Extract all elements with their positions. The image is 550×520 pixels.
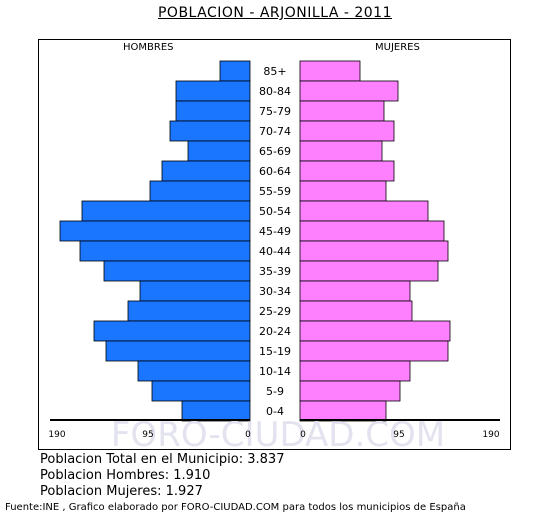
age-label-50-54: 50-54 <box>259 205 291 218</box>
bar-mujeres-25-29 <box>299 300 413 322</box>
bar-mujeres-75-79 <box>299 100 385 122</box>
chart-title: POBLACION - ARJONILLA - 2011 <box>157 5 392 21</box>
tick-right-0: 0 <box>300 430 306 440</box>
left-series-label: HOMBRES <box>123 42 174 53</box>
bar-mujeres-85+ <box>299 60 361 82</box>
bar-hombres-50-54 <box>81 200 251 222</box>
age-label-30-34: 30-34 <box>259 285 291 298</box>
tick-right-95: 95 <box>393 430 404 440</box>
bar-hombres-70-74 <box>169 120 251 142</box>
bar-mujeres-5-9 <box>299 380 401 402</box>
tick-left-95: 95 <box>142 430 153 440</box>
bar-mujeres-65-69 <box>299 140 383 162</box>
tick-right-190: 190 <box>482 430 499 440</box>
age-label-25-29: 25-29 <box>259 305 291 318</box>
age-label-75-79: 75-79 <box>259 105 291 118</box>
bar-hombres-45-49 <box>59 220 251 242</box>
age-label-20-24: 20-24 <box>259 325 291 338</box>
bar-hombres-35-39 <box>103 260 251 282</box>
age-label-5-9: 5-9 <box>266 385 284 398</box>
age-label-0-4: 0-4 <box>266 405 284 418</box>
bar-hombres-10-14 <box>137 360 251 382</box>
bar-mujeres-10-14 <box>299 360 411 382</box>
age-label-85+: 85+ <box>263 65 286 78</box>
bar-hombres-40-44 <box>79 240 251 262</box>
bar-mujeres-45-49 <box>299 220 445 242</box>
bar-hombres-85+ <box>219 60 251 82</box>
tick-left-190: 190 <box>48 430 65 440</box>
age-label-35-39: 35-39 <box>259 265 291 278</box>
age-label-80-84: 80-84 <box>259 85 291 98</box>
bar-hombres-75-79 <box>175 100 251 122</box>
age-label-70-74: 70-74 <box>259 125 291 138</box>
right-series-label: MUJERES <box>375 42 420 53</box>
bar-hombres-15-19 <box>105 340 251 362</box>
bar-mujeres-50-54 <box>299 200 429 222</box>
stat-mujeres: Poblacion Mujeres: 1.927 <box>40 484 203 499</box>
bar-mujeres-70-74 <box>299 120 395 142</box>
age-label-45-49: 45-49 <box>259 225 291 238</box>
stat-hombres: Poblacion Hombres: 1.910 <box>40 468 211 483</box>
age-label-15-19: 15-19 <box>259 345 291 358</box>
bar-hombres-20-24 <box>93 320 251 342</box>
source-footer: Fuente:INE , Grafico elaborado por FORO-… <box>5 502 466 513</box>
stat-total: Poblacion Total en el Municipio: 3.837 <box>40 452 285 467</box>
bar-mujeres-30-34 <box>299 280 411 302</box>
watermark: FORO-CIUDAD.COM <box>111 415 445 455</box>
bar-mujeres-60-64 <box>299 160 395 182</box>
bar-mujeres-80-84 <box>299 80 399 102</box>
bar-hombres-5-9 <box>151 380 251 402</box>
bar-hombres-60-64 <box>161 160 251 182</box>
age-label-10-14: 10-14 <box>259 365 291 378</box>
bar-hombres-80-84 <box>175 80 251 102</box>
bar-mujeres-35-39 <box>299 260 439 282</box>
age-label-40-44: 40-44 <box>259 245 291 258</box>
age-label-55-59: 55-59 <box>259 185 291 198</box>
bar-mujeres-55-59 <box>299 180 387 202</box>
bar-mujeres-40-44 <box>299 240 449 262</box>
bar-mujeres-15-19 <box>299 340 449 362</box>
age-label-60-64: 60-64 <box>259 165 291 178</box>
bar-hombres-25-29 <box>127 300 251 322</box>
bar-hombres-55-59 <box>149 180 251 202</box>
bar-hombres-30-34 <box>139 280 251 302</box>
tick-left-0: 0 <box>245 430 251 440</box>
bar-mujeres-20-24 <box>299 320 451 342</box>
age-label-65-69: 65-69 <box>259 145 291 158</box>
bar-hombres-65-69 <box>187 140 251 162</box>
